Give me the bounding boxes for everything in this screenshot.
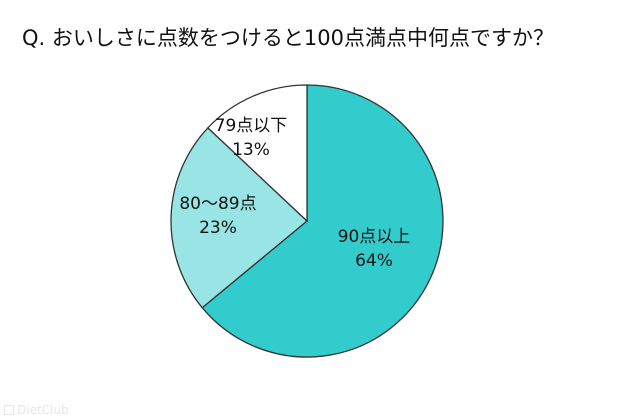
watermark-text: DietClub bbox=[17, 403, 69, 417]
pie-slice bbox=[170, 126, 308, 309]
chart-title: Q. おいしさに点数をつけると100点満点中何点ですか？ bbox=[22, 26, 554, 50]
watermark-logo-icon bbox=[4, 405, 14, 415]
watermark: DietClub bbox=[4, 403, 69, 417]
pie-slice bbox=[206, 84, 308, 223]
slice-value-label: 64% bbox=[355, 251, 393, 271]
slice-category-label: 90点以上 bbox=[338, 227, 411, 247]
slice-value-label: 23% bbox=[199, 218, 237, 238]
pie-slice bbox=[201, 84, 444, 358]
slice-value-label: 13% bbox=[232, 140, 270, 160]
slice-category-label: 79点以下 bbox=[215, 116, 288, 136]
slice-category-label: 80〜89点 bbox=[179, 194, 256, 214]
